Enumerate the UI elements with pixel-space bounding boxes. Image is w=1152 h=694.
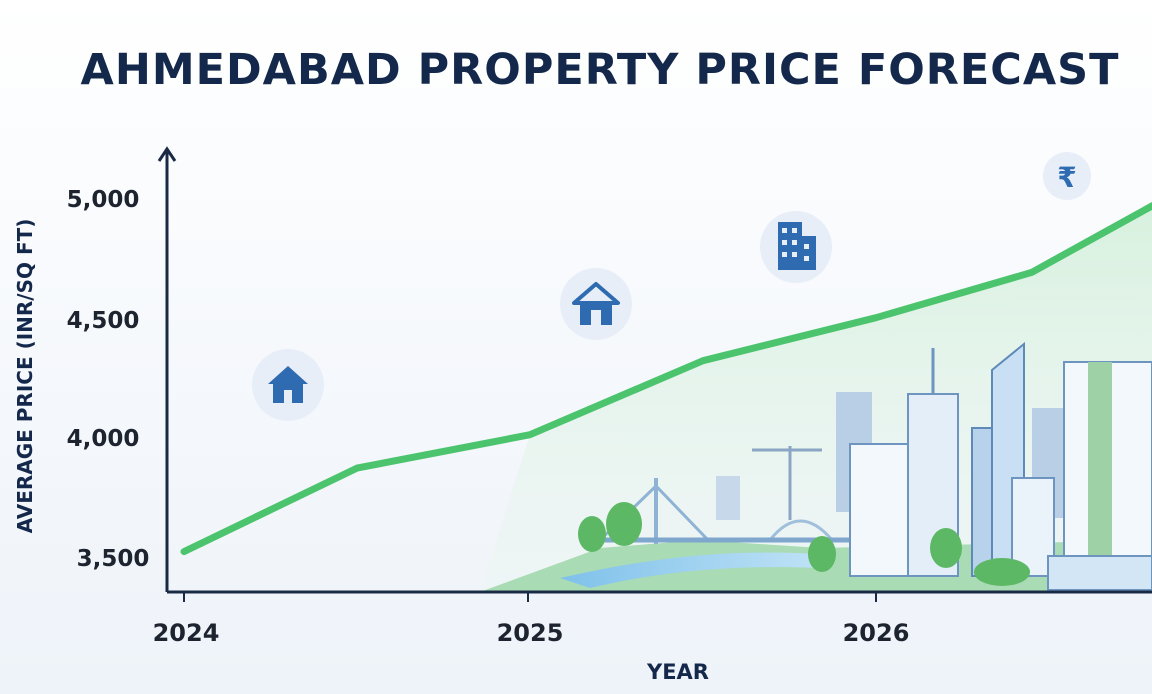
y-axis-arrow	[157, 146, 177, 162]
y-tick-label: 3,500	[77, 546, 150, 572]
building-icon	[760, 211, 832, 283]
x-tick-label: 2026	[843, 619, 910, 647]
series-line	[180, 202, 1152, 556]
house-icon	[252, 349, 324, 421]
chart-title: AHMEDABAD PROPERTY PRICE FORECAST	[80, 45, 1120, 95]
x-axis-label: YEAR	[646, 660, 709, 684]
y-axis-label: AVERAGE PRICE (INR/SQ FT)	[13, 219, 37, 534]
city-skyline-illustration	[480, 341, 1152, 592]
house-icon	[560, 268, 632, 340]
y-tick-label: 4,500	[67, 308, 140, 334]
y-tick-label: 4,000	[67, 426, 140, 452]
rupee-icon: ₹	[1043, 152, 1091, 200]
x-tick-label: 2024	[153, 619, 220, 647]
x-tick-label: 2025	[497, 619, 564, 647]
rupee-symbol: ₹	[1057, 161, 1076, 194]
y-tick-label: 5,000	[67, 187, 140, 213]
